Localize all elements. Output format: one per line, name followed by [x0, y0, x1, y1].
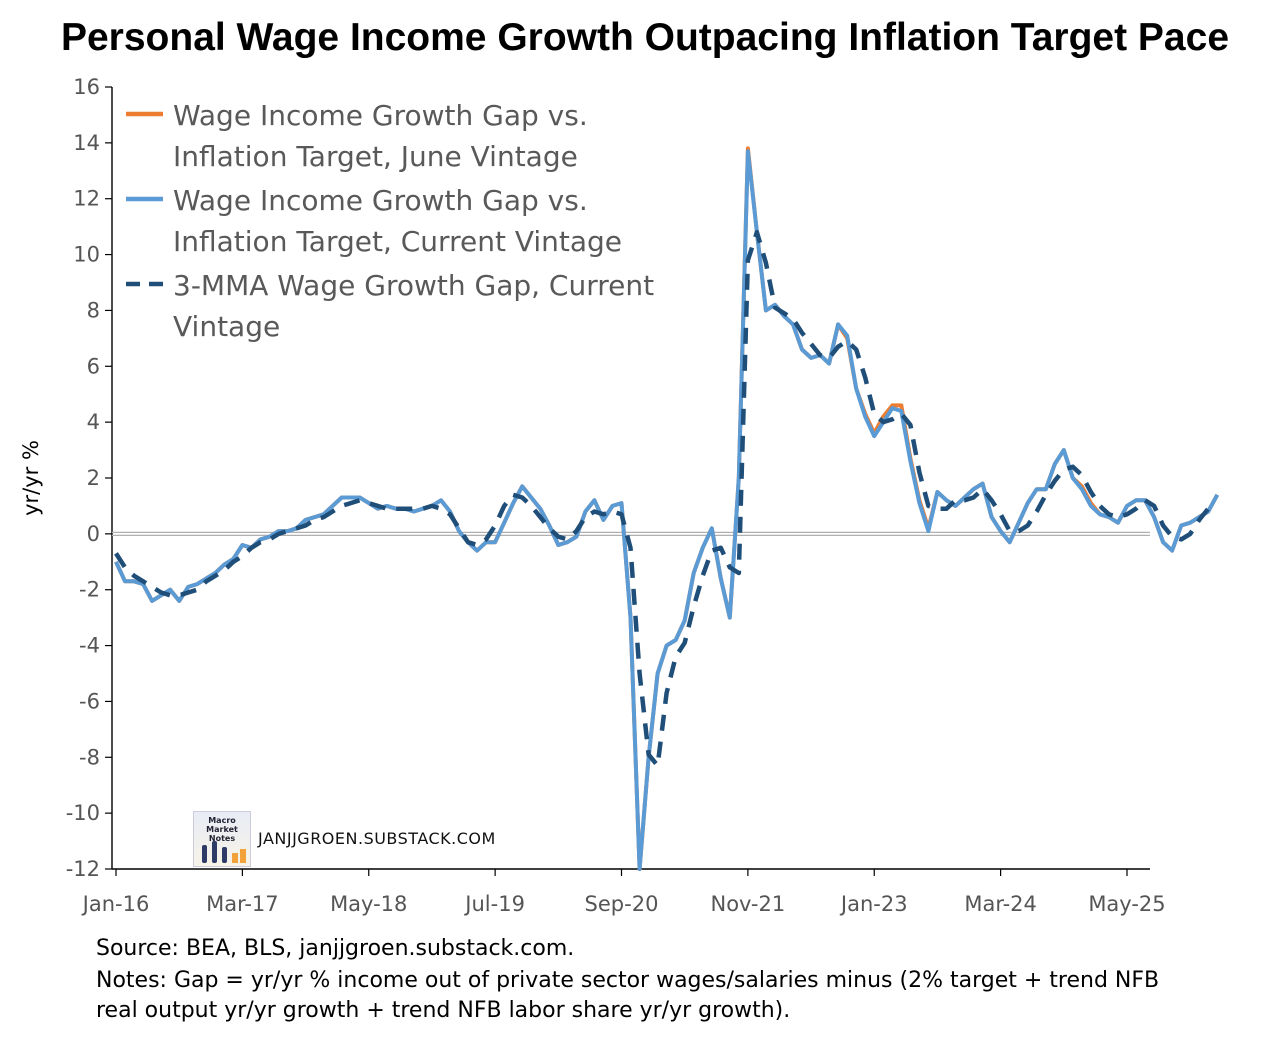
x-tick-label: Jan-16 [81, 892, 150, 916]
chart-title: Personal Wage Income Growth Outpacing In… [60, 16, 1230, 59]
y-tick-label: 4 [87, 410, 100, 434]
legend-label-line: 3-MMA Wage Growth Gap, Current [173, 269, 654, 302]
y-tick-label: 14 [73, 131, 100, 155]
y-tick-label: -10 [66, 801, 100, 825]
macro-market-notes-logo: Macro Market Notes [193, 811, 251, 867]
legend-label-line: Vintage [173, 310, 280, 343]
legend-label-line: Inflation Target, Current Vintage [173, 225, 622, 258]
legend-label-3: 3-MMA Wage Growth Gap, Current Vintage [173, 269, 654, 343]
logo-bar-icon [232, 853, 238, 863]
x-tick-label: Jan-23 [839, 892, 908, 916]
series-3mma [114, 229, 1210, 768]
legend-label-line: Inflation Target, June Vintage [173, 140, 578, 173]
y-tick-label: -8 [79, 745, 100, 769]
y-tick-label: 8 [87, 298, 100, 322]
notes: Notes: Gap = yr/yr % income out of priva… [96, 968, 1160, 1023]
legend-label-line: Wage Income Growth Gap vs. [173, 99, 588, 132]
y-tick-label: 16 [73, 75, 100, 99]
x-tick-label: Sep-20 [585, 892, 659, 916]
x-tick-label: May-18 [330, 892, 407, 916]
y-tick-label: -12 [66, 857, 100, 881]
y-tick-label: 10 [73, 243, 100, 267]
legend-label-line: Wage Income Growth Gap vs. [173, 184, 588, 217]
logo-figure-icon [212, 841, 217, 863]
x-tick-label: May-25 [1088, 892, 1165, 916]
logo-bar-icon [240, 849, 246, 863]
x-tick-label: Mar-24 [964, 892, 1037, 916]
watermark: JANJJGROEN.SUBSTACK.COM [258, 829, 496, 848]
x-tick-label: Mar-17 [206, 892, 279, 916]
y-tick-label: 2 [87, 466, 100, 490]
zero-line-layer [112, 531, 1150, 536]
legend: Wage Income Growth Gap vs. Inflation Targ… [126, 99, 654, 343]
x-tick-label: Nov-21 [711, 892, 786, 916]
y-tick-label: 0 [87, 522, 100, 546]
legend-label-1: Wage Income Growth Gap vs. Inflation Targ… [173, 99, 588, 173]
source-note: Source: BEA, BLS, janjjgroen.substack.co… [96, 936, 575, 961]
x-tick-label: Jul-19 [463, 892, 525, 916]
y-tick-label: 12 [73, 187, 100, 211]
series-current-vintage [114, 149, 1220, 871]
logo-text: Macro Market Notes [206, 816, 238, 843]
y-tick-label: 6 [87, 354, 100, 378]
series-layer [114, 146, 1220, 871]
y-tick-label: -4 [79, 634, 100, 658]
y-tick-label: -6 [79, 689, 100, 713]
logo-figure-icon [222, 847, 227, 863]
logo-figure-icon [202, 845, 207, 863]
y-axis-label: yr/yr % [19, 440, 43, 516]
legend-label-2: Wage Income Growth Gap vs. Inflation Targ… [173, 184, 622, 258]
y-tick-label: -2 [79, 578, 100, 602]
axes-layer: 16 14 12 10 8 6 4 2 0 -2 -4 -6 -8 -10 -12 Jan-16 Mar-17 M… [19, 75, 1166, 916]
